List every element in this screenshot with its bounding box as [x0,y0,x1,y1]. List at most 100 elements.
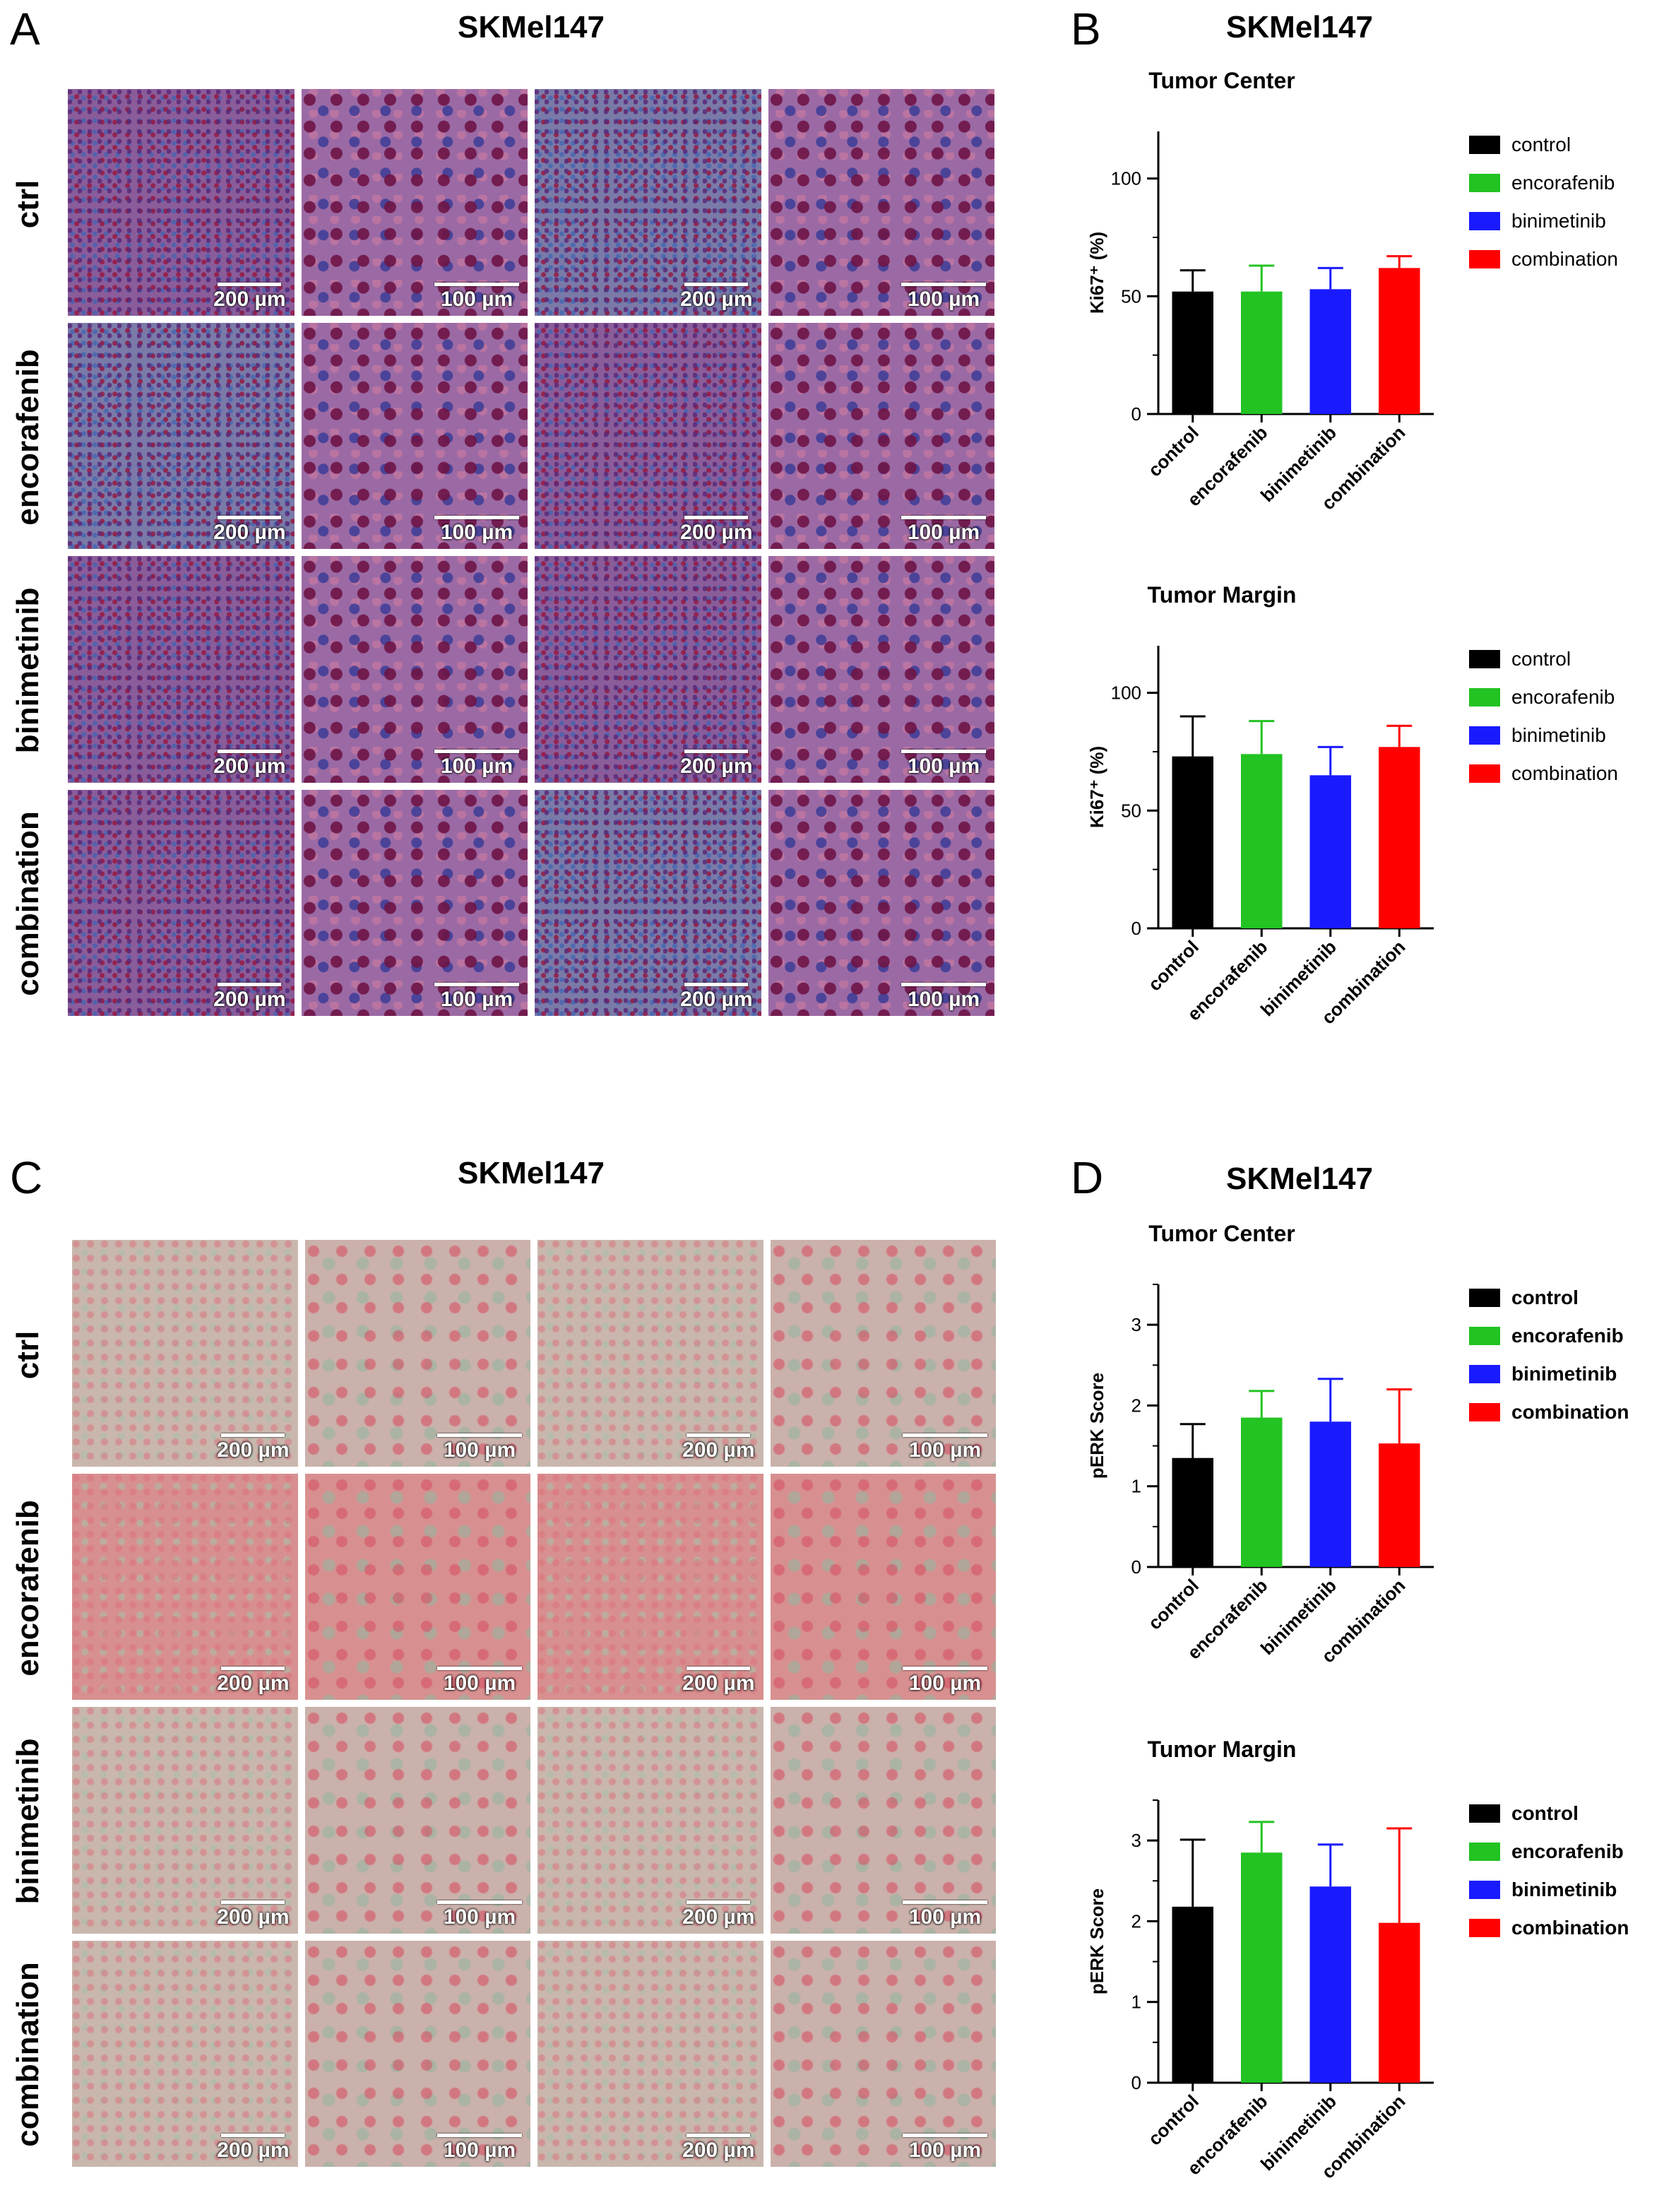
y-tick-label: 100 [1111,682,1141,704]
legend-swatch-combination [1469,1403,1500,1421]
chart-svg: 0 50 100 Ki67⁺ (%) control encorafenib binimet… [1086,131,1618,514]
chart-title: Tumor Margin [1147,582,1297,608]
panel-a-row-label-encorafenib: encorafenib [11,349,45,526]
y-tick-label: 50 [1121,800,1141,821]
y-axis-label: Ki67⁺ (%) [1086,232,1107,314]
legend-label: combination [1511,1401,1629,1423]
legend-swatch-binimetinib [1469,726,1500,745]
y-tick-label: 2 [1131,1910,1141,1932]
scale-bar: 100 µm [437,1433,522,1462]
chart-b-tumor-center: Tumor Center 0 50 100 Ki67⁺ (%) control encora… [1059,68,1660,520]
scale-bar-label: 100 µm [907,287,980,311]
legend-label: control [1511,134,1571,155]
chart-svg: 0 1 2 3 pERK Score control encorafenib binimeti… [1086,1284,1629,1667]
panel-a-row-label-binimetinib: binimetinib [11,587,45,754]
chart-title: Tumor Center [1148,68,1295,93]
micrograph-tile: 200 µm [72,1940,298,2167]
scale-bar-label: 200 µm [680,754,753,778]
scale-bar: 100 µm [437,2134,522,2163]
chart-d-tumor-margin: Tumor Margin 0 1 2 3 pERK Score control encoraf… [1059,1737,1660,2189]
y-tick-label: 50 [1121,285,1141,307]
y-tick-label: 2 [1131,1395,1141,1416]
micrograph-tile: 100 µm [768,89,994,316]
scale-bar: 200 µm [217,2134,290,2163]
scale-bar: 200 µm [682,2134,755,2163]
legend-label: control [1511,1802,1579,1824]
bar-control [1172,291,1213,414]
scale-bar-label: 200 µm [682,1438,755,1462]
micrograph-tile: 100 µm [770,1473,996,1700]
panel-letter-d: D [1071,1152,1104,1203]
bar-combination [1379,1922,1420,2083]
bar-binimetinib [1309,775,1351,928]
scale-bar: 200 µm [680,983,753,1012]
legend-label: combination [1511,248,1618,270]
y-tick-label: 0 [1131,918,1141,939]
bar-binimetinib [1309,1886,1351,2083]
y-tick-label: 1 [1131,1992,1141,2013]
panel-c-row-label-combination: combination [11,1962,45,2147]
scale-bar: 200 µm [217,1900,290,1929]
scale-bar-label: 200 µm [680,988,753,1011]
scale-bar: 200 µm [680,749,753,779]
bar-control [1172,1457,1213,1567]
micrograph-tile: 200 µm [537,1240,763,1467]
legend-label: encorafenib [1511,1840,1624,1862]
legend-swatch-combination [1469,250,1500,268]
scale-bar: 200 µm [213,749,286,779]
micrograph-tile: 200 µm [537,1940,763,2167]
micrograph-tile: 200 µm [535,556,761,783]
bar-combination [1379,747,1420,928]
scale-bar: 100 µm [901,516,986,545]
legend-swatch-control [1469,136,1500,154]
panel-a-row-label-combination: combination [11,811,45,996]
scale-bar: 200 µm [213,282,286,312]
y-axis-label: Ki67⁺ (%) [1086,746,1107,828]
scale-bar-label: 100 µm [908,1438,982,1462]
legend-label: binimetinib [1511,724,1606,746]
scale-bar: 100 µm [437,1900,522,1929]
scale-bar-label: 200 µm [213,521,286,544]
legend-swatch-binimetinib [1469,1881,1500,1899]
legend-label: control [1511,648,1571,670]
legend-swatch-encorafenib [1469,1843,1500,1861]
panel-c-micrograph-grid: 200 µm 100 µm 200 µm 100 µm 200 µm 100 µ… [72,1240,996,2167]
legend-swatch-combination [1469,764,1500,783]
scale-bar-label: 100 µm [908,1905,982,1929]
micrograph-tile: 200 µm [535,89,761,316]
panel-a-title: SKMel147 [458,10,605,45]
scale-bar-label: 200 µm [213,988,286,1011]
micrograph-tile: 200 µm [72,1707,298,1934]
scale-bar: 200 µm [680,282,753,312]
micrograph-tile: 200 µm [68,556,295,783]
scale-bar: 200 µm [682,1433,755,1462]
micrograph-tile: 100 µm [770,1940,996,2167]
scale-bar-label: 200 µm [213,287,286,311]
scale-bar: 200 µm [217,1667,290,1696]
legend-swatch-control [1469,1804,1500,1823]
micrograph-tile: 100 µm [770,1707,996,1934]
scale-bar-label: 100 µm [440,754,513,778]
legend-swatch-encorafenib [1469,688,1500,706]
legend-label: combination [1511,762,1618,784]
scale-bar-label: 200 µm [217,2139,290,2162]
legend-swatch-combination [1469,1919,1500,1937]
scale-bar: 200 µm [680,516,753,545]
chart-title: Tumor Margin [1147,1737,1297,1762]
scale-bar: 100 µm [901,749,986,779]
legend-label: encorafenib [1511,172,1615,194]
scale-bar: 100 µm [901,282,986,312]
panel-c-row-label-encorafenib: encorafenib [11,1500,45,1676]
bar-encorafenib [1241,1417,1283,1567]
micrograph-tile: 200 µm [68,322,295,549]
y-axis-label: pERK Score [1086,1888,1107,1994]
micrograph-tile: 100 µm [770,1240,996,1467]
scale-bar-label: 100 µm [443,1905,516,1929]
y-tick-label: 3 [1131,1830,1141,1851]
scale-bar-label: 100 µm [443,1438,516,1462]
legend-swatch-binimetinib [1469,212,1500,230]
scale-bar-label: 200 µm [217,1905,290,1929]
y-tick-label: 0 [1131,1556,1141,1578]
legend-swatch-binimetinib [1469,1365,1500,1383]
micrograph-tile: 100 µm [301,556,528,783]
